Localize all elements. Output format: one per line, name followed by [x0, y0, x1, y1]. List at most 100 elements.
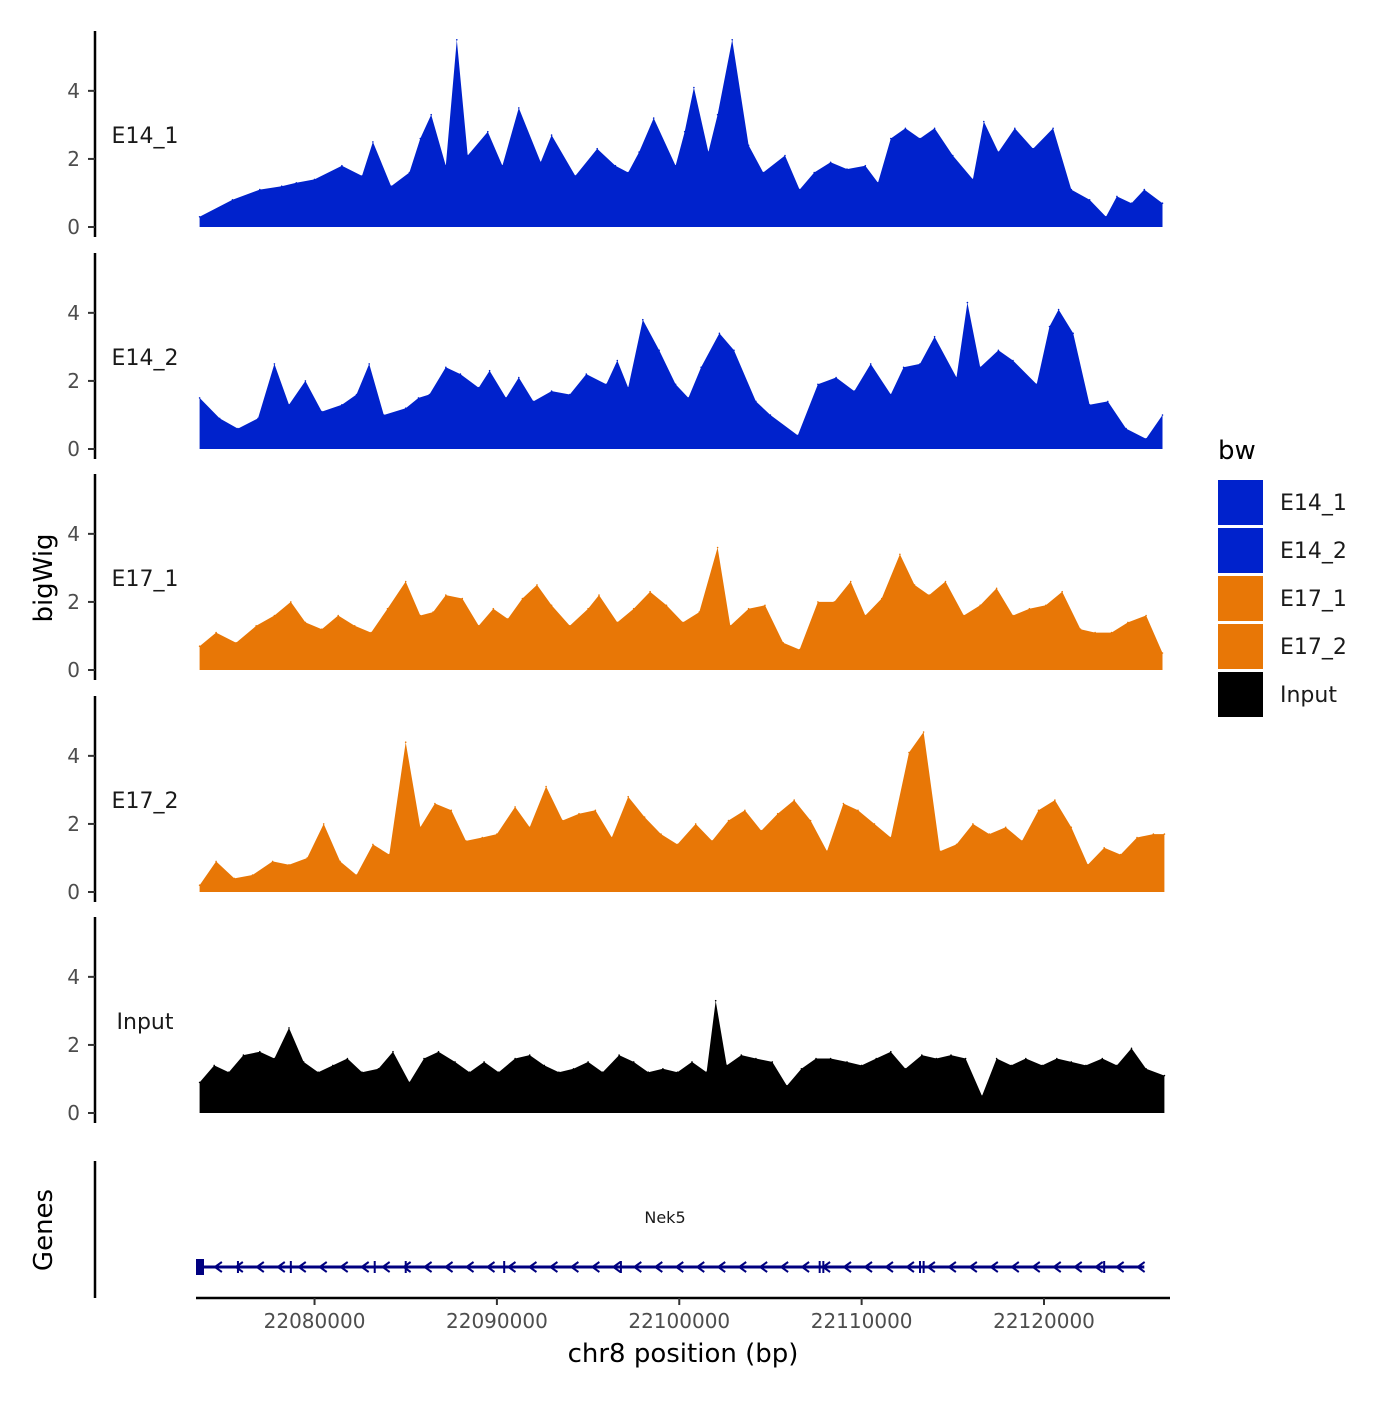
- data-point: [711, 840, 713, 842]
- legend-swatch: [1218, 576, 1263, 621]
- data-point: [507, 618, 509, 620]
- data-point: [1087, 864, 1089, 866]
- strand-arrow-icon: [695, 1261, 705, 1273]
- strand-arrow-icon: [905, 1261, 915, 1273]
- data-point: [632, 1061, 635, 1063]
- data-point: [1032, 147, 1034, 150]
- data-point: [842, 802, 845, 805]
- data-point: [1041, 1064, 1043, 1067]
- data-point: [904, 127, 907, 130]
- data-point: [1161, 652, 1164, 654]
- data-point: [1048, 325, 1051, 328]
- strand-arrow-icon: [947, 1261, 957, 1273]
- y-tick-label: 0: [67, 880, 80, 904]
- data-point: [445, 366, 447, 369]
- data-point: [725, 1064, 728, 1067]
- data-point: [829, 1057, 832, 1060]
- data-point: [368, 363, 371, 365]
- data-point: [662, 1068, 664, 1070]
- data-point: [273, 1057, 276, 1060]
- data-point: [1119, 853, 1122, 856]
- strand-arrow-icon: [590, 1261, 600, 1273]
- data-point: [492, 607, 495, 610]
- data-point: [1163, 1074, 1166, 1077]
- data-point: [835, 376, 837, 379]
- data-point: [231, 199, 234, 201]
- data-point: [782, 642, 784, 644]
- data-point: [729, 625, 732, 627]
- strand-arrow-icon: [359, 1261, 370, 1273]
- strand-arrow-icon: [674, 1261, 684, 1273]
- data-point: [237, 427, 239, 430]
- strand-arrow-icon: [506, 1261, 517, 1273]
- data-point: [290, 601, 292, 603]
- data-point: [755, 400, 757, 403]
- strand-arrow-icon: [611, 1261, 621, 1273]
- track-label: Input: [117, 1010, 174, 1035]
- data-point: [652, 117, 655, 119]
- data-point: [459, 373, 462, 375]
- data-point: [864, 164, 867, 167]
- data-point: [817, 383, 819, 386]
- strand-arrow-icon: [737, 1261, 747, 1273]
- strand-arrow-icon: [380, 1261, 391, 1273]
- data-point: [339, 860, 341, 863]
- data-point: [596, 147, 598, 150]
- data-point: [674, 383, 677, 386]
- x-tick-label: 22110000: [811, 1309, 913, 1333]
- data-point: [404, 580, 407, 583]
- data-point: [798, 648, 801, 651]
- data-point: [304, 621, 307, 624]
- data-point: [727, 819, 730, 822]
- data-point: [543, 1064, 546, 1067]
- data-point: [198, 397, 201, 399]
- strand-arrow-icon: [255, 1261, 265, 1273]
- data-point: [585, 373, 588, 375]
- data-point: [1116, 1064, 1118, 1067]
- data-point: [1012, 359, 1014, 362]
- data-point: [877, 182, 879, 184]
- data-point: [280, 185, 283, 187]
- strand-arrow-icon: [1093, 1261, 1104, 1273]
- data-point: [997, 151, 1000, 153]
- data-point: [740, 1054, 743, 1056]
- data-point: [521, 597, 524, 600]
- data-point: [1125, 427, 1127, 430]
- series-area-Input: [199, 1000, 1165, 1113]
- data-point: [468, 1071, 471, 1073]
- data-point: [683, 130, 686, 133]
- data-point: [733, 349, 735, 352]
- data-point: [660, 833, 662, 835]
- data-point: [487, 130, 489, 133]
- data-point: [419, 614, 422, 617]
- data-point: [322, 823, 325, 825]
- data-point: [337, 614, 340, 617]
- data-point: [419, 137, 422, 140]
- data-point: [1070, 1061, 1073, 1063]
- data-point: [995, 1057, 998, 1060]
- y-tick-label: 0: [67, 215, 80, 239]
- data-point: [908, 751, 910, 754]
- data-point: [1010, 1064, 1012, 1067]
- data-point: [1143, 188, 1146, 191]
- legend-label: E17_2: [1280, 635, 1347, 660]
- data-point: [437, 1050, 440, 1053]
- data-point: [627, 795, 629, 798]
- data-point: [341, 404, 343, 406]
- data-point: [1056, 1057, 1058, 1060]
- data-point: [747, 144, 750, 147]
- track-E14_1: 0 2 4 E14_1: [67, 31, 1164, 239]
- data-point: [880, 597, 883, 600]
- strand-arrow-icon: [234, 1261, 244, 1273]
- data-point: [313, 178, 316, 181]
- data-point: [707, 151, 710, 153]
- data-point: [235, 642, 237, 644]
- y-axis-title: bigWig: [29, 533, 59, 622]
- data-point: [295, 182, 298, 184]
- data-point: [1136, 836, 1138, 839]
- data-point: [536, 584, 538, 586]
- data-point: [304, 380, 307, 382]
- data-point: [919, 363, 921, 365]
- data-point: [935, 1057, 938, 1060]
- data-point: [383, 414, 385, 416]
